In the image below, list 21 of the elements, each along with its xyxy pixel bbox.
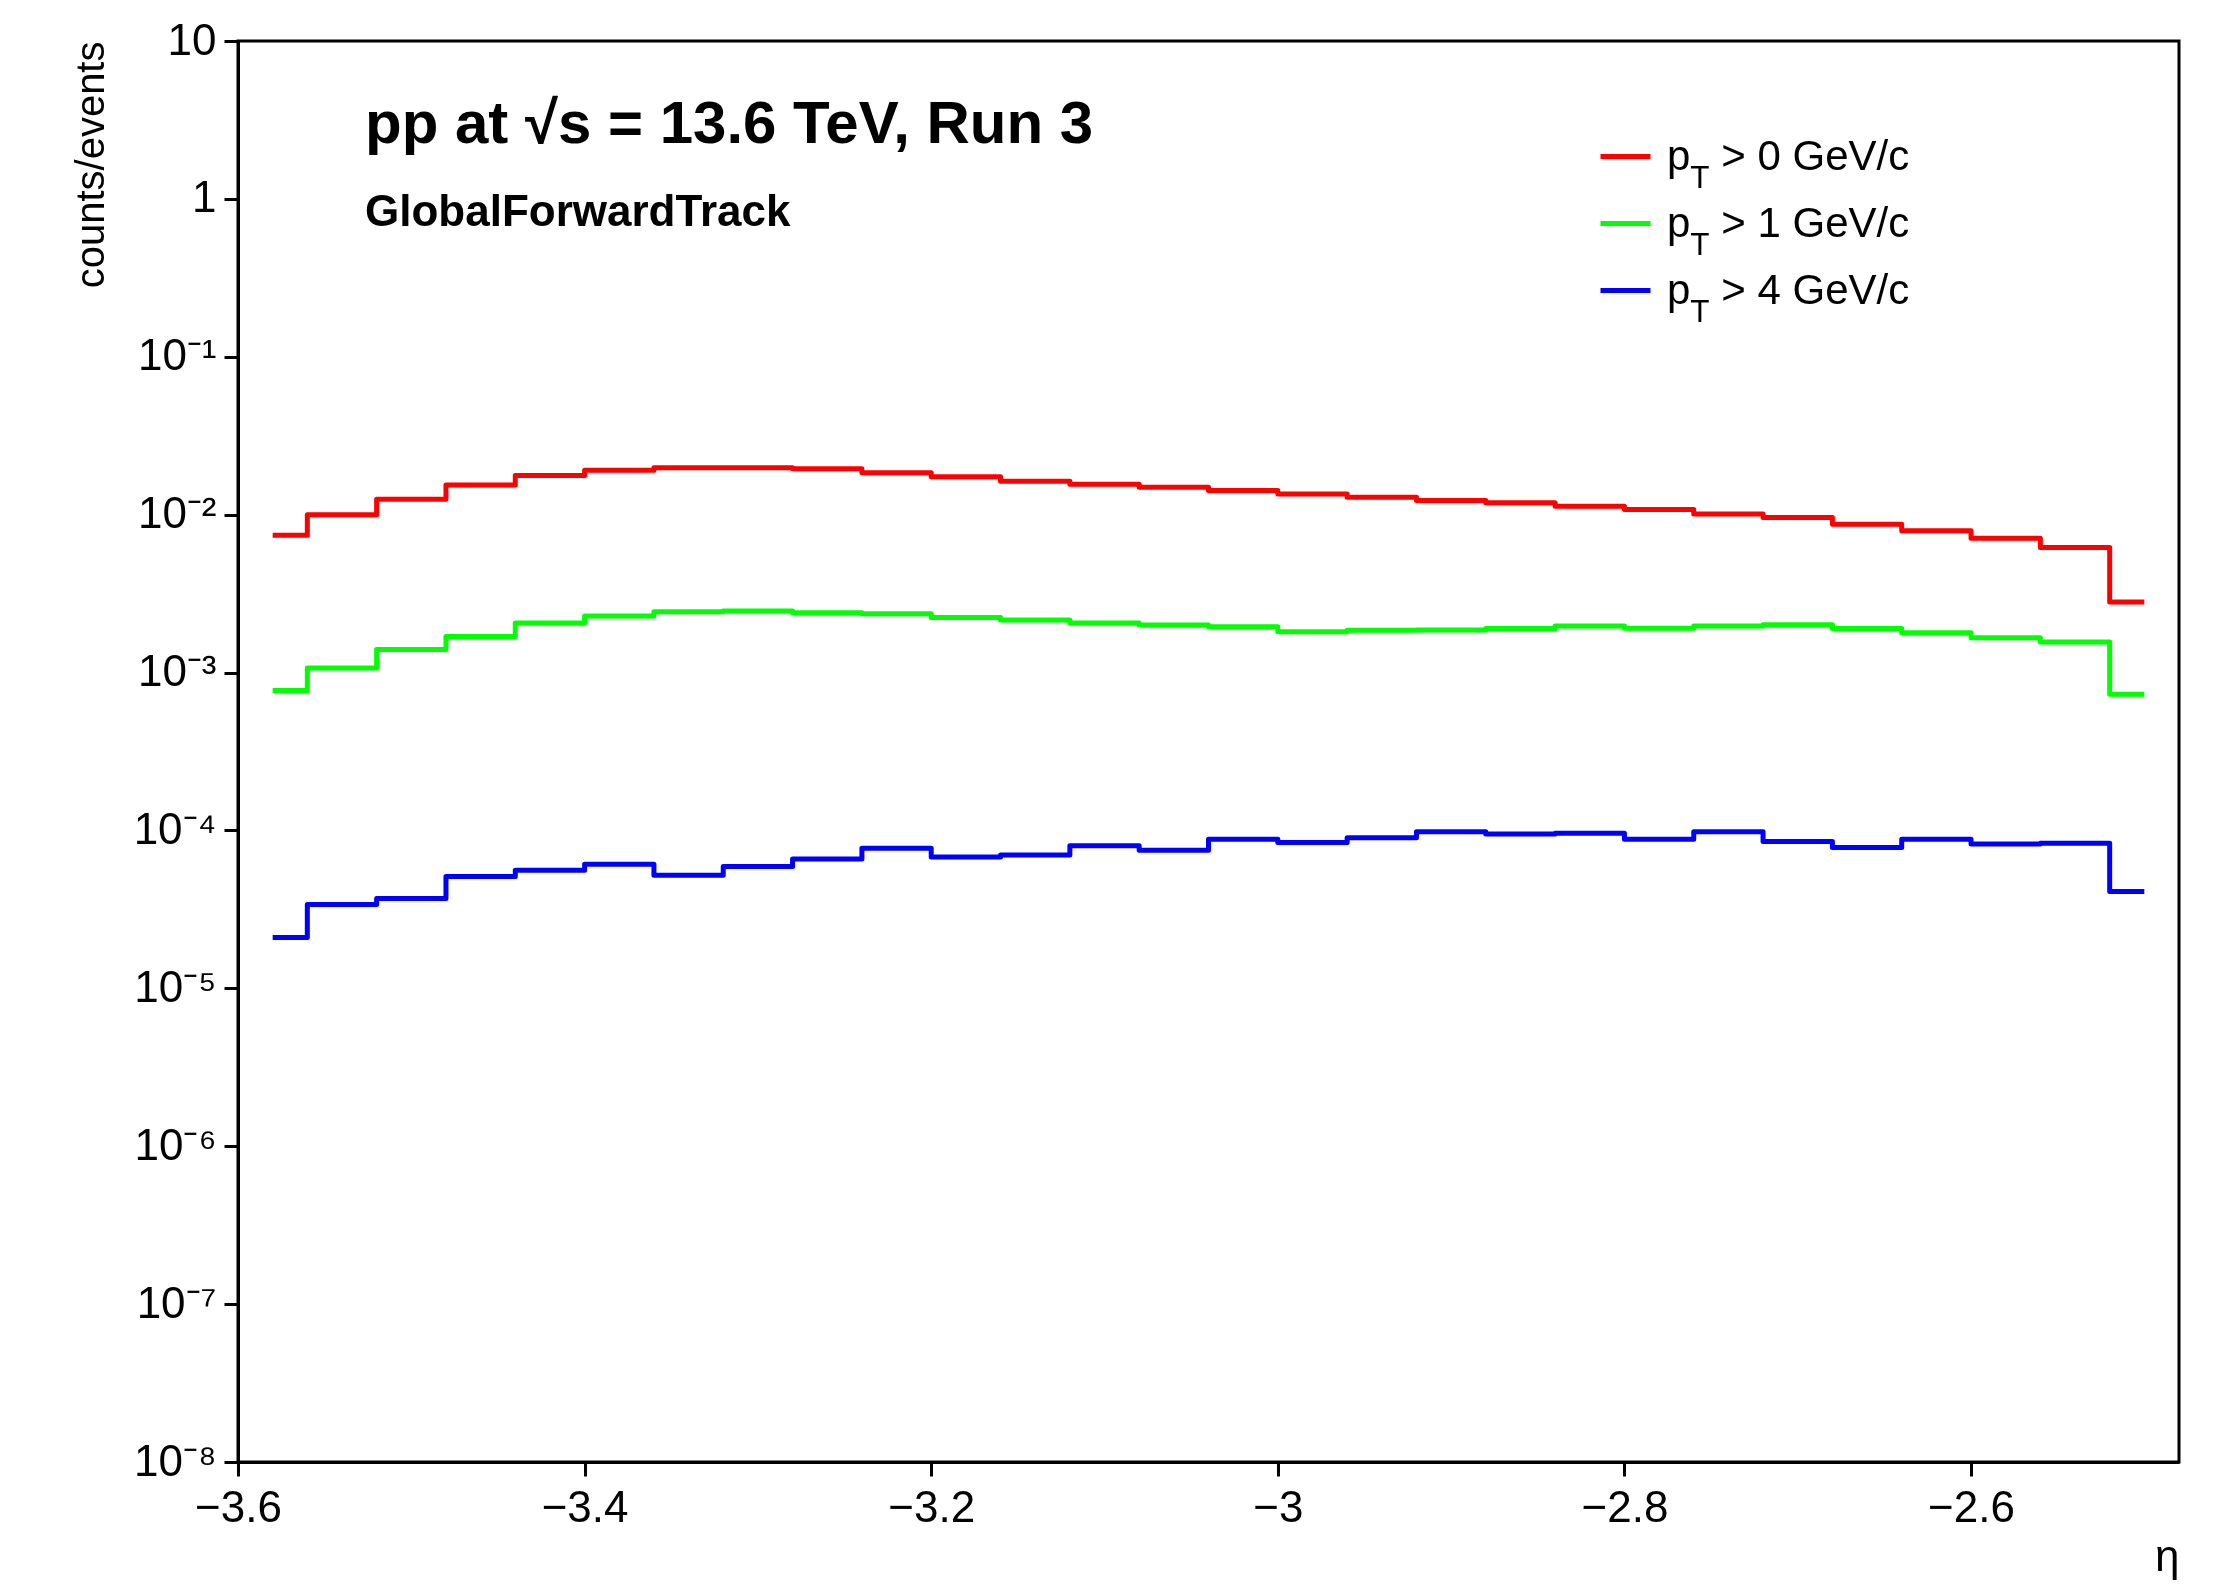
x-tick-label: −3.2 bbox=[888, 1481, 976, 1531]
x-tick-label: −3.4 bbox=[541, 1481, 629, 1531]
y-tick-label: 10 bbox=[167, 14, 217, 64]
text: pp at √s = 13.6 TeV, Run 3 bbox=[365, 89, 1094, 156]
text: GlobalForwardTrack bbox=[365, 186, 791, 235]
y-tick-label: 10⁻¹ bbox=[137, 330, 217, 380]
y-tick-label: 10⁻⁶ bbox=[134, 1119, 217, 1169]
x-tick-label: −2.6 bbox=[1928, 1481, 2015, 1531]
y-tick-label: 10⁻³ bbox=[137, 646, 217, 696]
y-tick-label: 10⁻⁷ bbox=[136, 1277, 217, 1327]
y-tick-label: 10⁻⁵ bbox=[134, 961, 217, 1011]
y-tick-label: 10⁻² bbox=[137, 488, 217, 538]
legend-label: p$_{T}$ > 4 GeV/c bbox=[1667, 265, 1910, 329]
x-axis-title: η bbox=[2155, 1530, 2180, 1580]
legend-label: p$_{T}$ > 1 GeV/c bbox=[1667, 198, 1910, 262]
y-tick-label: 10⁻⁴ bbox=[133, 803, 217, 853]
legend-label: p$_{T}$ > 0 GeV/c bbox=[1667, 131, 1910, 195]
y-tick-label: 1 bbox=[192, 172, 217, 222]
y-axis-title: counts/events bbox=[67, 41, 112, 289]
x-tick-label: −2.8 bbox=[1581, 1481, 1669, 1531]
x-tick-label: −3 bbox=[1253, 1481, 1304, 1531]
